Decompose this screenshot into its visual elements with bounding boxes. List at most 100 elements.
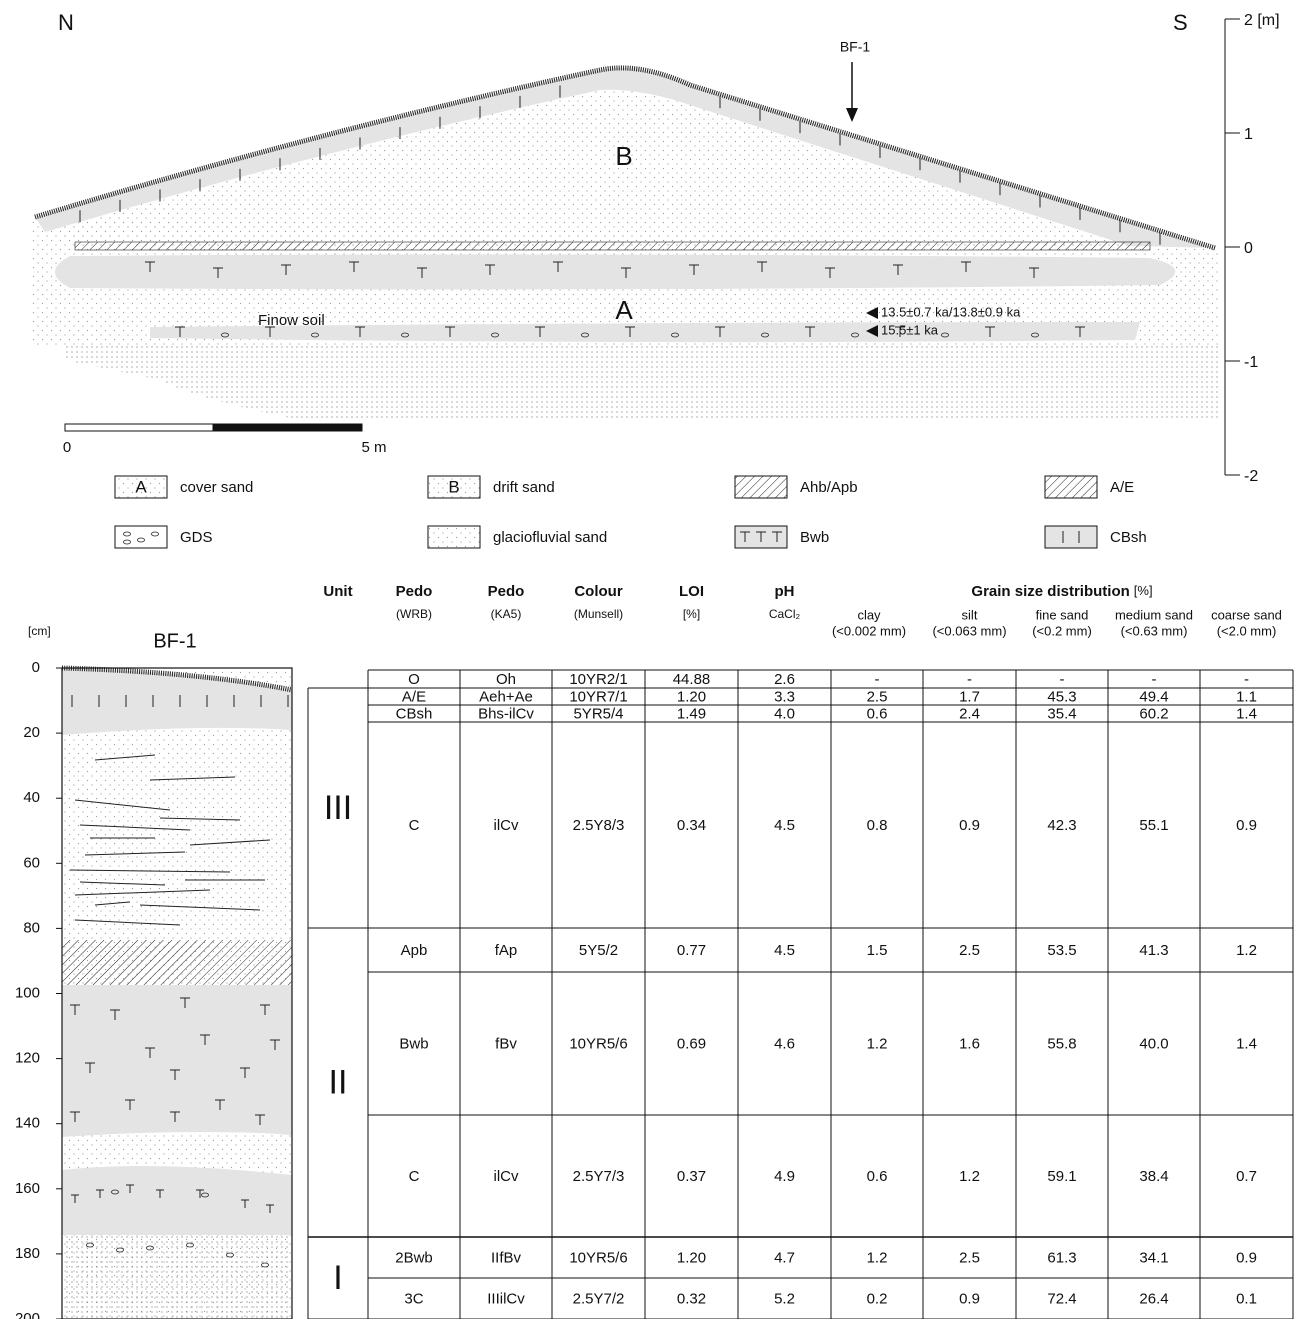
table-cell: 4.0: [774, 705, 795, 722]
gds-symbol: [851, 332, 859, 338]
ahb-band: [74, 241, 1151, 251]
legend-label: cover sand: [180, 479, 253, 496]
gds-symbol: [401, 332, 409, 338]
depth-label: 200: [15, 1310, 40, 1319]
table-cell: 10YR5/6: [569, 1035, 627, 1052]
date-label: 15.5±1 ka: [881, 322, 939, 337]
bwb-symbol: [355, 326, 365, 337]
bwb-symbol: [1029, 267, 1039, 278]
table-cell: 26.4: [1139, 1290, 1168, 1307]
lamina: [84, 851, 186, 856]
grain-range: (<0.63 mm): [1121, 623, 1188, 638]
gds-symbol: [146, 1245, 154, 1251]
scale-label: 5 m: [361, 439, 386, 456]
unit-a: A: [615, 295, 633, 325]
depth-label: 100: [15, 984, 40, 1001]
table-cell: -: [875, 671, 880, 688]
bwb-symbol: [825, 267, 835, 278]
table-cell: 1.20: [677, 1249, 706, 1266]
header-name: LOI: [679, 583, 704, 600]
compass-n: N: [58, 10, 74, 35]
table-cell: 41.3: [1139, 942, 1168, 959]
grain-size-title: Grain size distribution [%]: [971, 583, 1152, 600]
gds-symbol: [311, 332, 319, 338]
table-cell: ilCv: [494, 817, 519, 834]
bwb-symbol: [196, 1189, 204, 1198]
lamina: [94, 901, 131, 906]
table-cell: -: [1244, 671, 1249, 688]
table-cell: 0.37: [677, 1168, 706, 1185]
bwb-symbol: [417, 267, 427, 278]
drift-sand: [35, 67, 1215, 248]
table-cell: 0.8: [867, 817, 888, 834]
bwb-symbol: [265, 326, 275, 337]
gds-symbol: [941, 332, 949, 338]
gds-symbol: [261, 1262, 269, 1268]
table-cell: 34.1: [1139, 1249, 1168, 1266]
table-cell: 1.5: [867, 942, 888, 959]
bwb-symbol: [625, 326, 635, 337]
bwb-symbol: [270, 1039, 280, 1050]
header-name: Pedo: [396, 583, 433, 600]
table-cell: 10YR5/6: [569, 1249, 627, 1266]
lamina: [94, 754, 156, 761]
ae-surface: [34, 65, 1216, 251]
gds-symbol: [761, 332, 769, 338]
cbsh-band: [35, 67, 1215, 248]
elevation-label: 1: [1244, 126, 1253, 143]
bwb-symbol: [145, 1047, 155, 1058]
gds-symbol: [581, 332, 589, 338]
bwb-band: [55, 254, 1176, 290]
gds-symbol: [123, 539, 131, 545]
bwb-symbol: [805, 326, 815, 337]
lamina: [149, 776, 236, 781]
table-cell: 0.6: [867, 705, 888, 722]
table-cell: ilCv: [494, 1168, 519, 1185]
depth-label: 20: [23, 724, 40, 741]
table-cell: 5.2: [774, 1290, 795, 1307]
table-cell: 0.77: [677, 942, 706, 959]
grain-range: (<2.0 mm): [1217, 623, 1277, 638]
table-cell: 4.7: [774, 1249, 795, 1266]
ae-layer: [61, 665, 293, 693]
table-cell: 1.2: [867, 1035, 888, 1052]
table-cell: Bwb: [399, 1035, 428, 1052]
table-cell: 4.6: [774, 1035, 795, 1052]
depth-label: 180: [15, 1245, 40, 1262]
table-cell: 61.3: [1047, 1249, 1076, 1266]
marker-arrowhead: [846, 108, 858, 122]
compass-s: S: [1173, 10, 1188, 35]
gds-symbol: [201, 1192, 209, 1198]
bwb-symbol: [85, 1062, 95, 1073]
legend-label: A/E: [1110, 479, 1134, 496]
header-name: pH: [775, 583, 795, 600]
table-cell: 0.9: [1236, 1249, 1257, 1266]
legend-label: glaciofluvial sand: [493, 529, 607, 546]
grain-col: fine sand: [1036, 607, 1089, 622]
scale-label: 0: [63, 439, 71, 456]
table-cell: A/E: [402, 688, 426, 705]
header-sub: [%]: [683, 607, 700, 621]
lamina: [159, 817, 241, 821]
table-cell: 2.6: [774, 671, 795, 688]
table-cell: 10YR7/1: [569, 688, 627, 705]
depth-label: 140: [15, 1115, 40, 1132]
legend-swatch: [114, 525, 168, 549]
bwb-symbol: [175, 326, 185, 337]
lamina: [69, 869, 231, 873]
table-cell: 0.1: [1236, 1290, 1257, 1307]
table-cell: 5YR5/4: [573, 705, 623, 722]
bwb2-layer: [62, 1166, 292, 1235]
table-cell: 0.9: [959, 817, 980, 834]
finow-band: [150, 322, 1140, 343]
elevation-label: 0: [1244, 240, 1253, 257]
gds-symbol: [123, 531, 131, 537]
bwb-symbol: [110, 1009, 120, 1020]
gds-symbol: [491, 332, 499, 338]
table-cell: 5Y5/2: [579, 942, 618, 959]
bwb-symbol: [200, 1034, 210, 1045]
bwb-symbol: [1075, 326, 1085, 337]
bwb-symbol: [125, 1099, 135, 1110]
